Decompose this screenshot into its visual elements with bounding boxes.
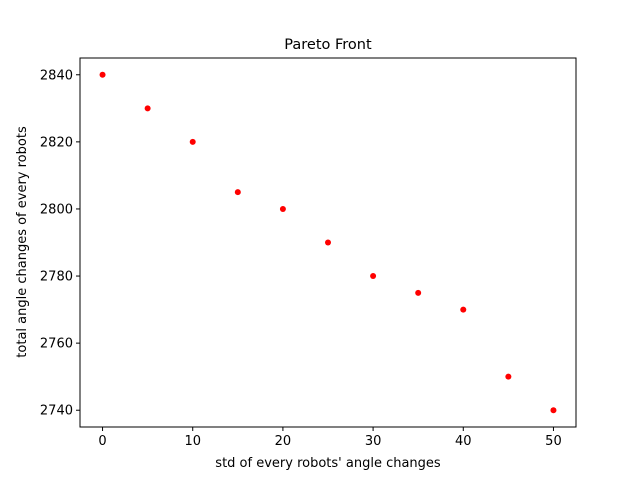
data-point-0-6 — [370, 273, 377, 280]
y-tick-label-4: 2820 — [40, 135, 73, 150]
x-tick-label-1: 10 — [184, 434, 201, 449]
x-tick-label-3: 30 — [365, 434, 382, 449]
x-tick-label-2: 20 — [275, 434, 292, 449]
y-tick-label-0: 2740 — [40, 404, 73, 419]
data-point-0-10 — [550, 407, 557, 414]
y-tick-label-5: 2840 — [40, 68, 73, 83]
x-tick-label-0: 0 — [98, 434, 106, 449]
data-point-0-4 — [279, 205, 286, 212]
y-tick-label-3: 2800 — [40, 202, 73, 217]
x-tick-label-4: 40 — [455, 434, 472, 449]
data-point-0-9 — [505, 373, 512, 380]
x-tick-label-5: 50 — [545, 434, 562, 449]
data-point-0-1 — [144, 105, 151, 112]
data-point-0-3 — [234, 189, 241, 196]
data-point-0-5 — [325, 239, 331, 246]
plot-area: 0 10 20 30 40 50 2740 2760 2780 2800 2820 2840 — [40, 57, 577, 449]
x-axis-label: std of every robots' angle changes — [215, 456, 441, 471]
data-point-0-7 — [415, 289, 422, 296]
data-point-0-0 — [99, 71, 106, 78]
data-point-0-8 — [460, 306, 467, 313]
axes-frame — [79, 57, 577, 428]
y-tick-label-1: 2760 — [40, 337, 73, 352]
chart-title: Pareto Front — [284, 37, 372, 53]
y-tick-label-2: 2780 — [40, 270, 73, 285]
y-axis-label: total angle changes of every robots — [15, 126, 30, 358]
data-point-0-2 — [189, 138, 196, 145]
